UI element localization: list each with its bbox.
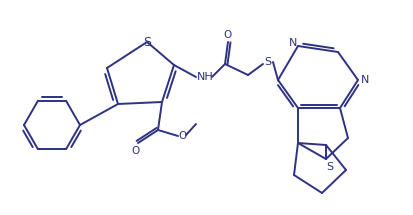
Text: S: S bbox=[325, 162, 333, 172]
Text: O: O bbox=[178, 131, 187, 141]
Text: N: N bbox=[288, 38, 297, 48]
Text: N: N bbox=[360, 75, 368, 85]
Text: O: O bbox=[223, 30, 232, 40]
Text: S: S bbox=[264, 57, 271, 67]
Text: NH: NH bbox=[196, 72, 213, 82]
Text: S: S bbox=[142, 35, 151, 49]
Text: O: O bbox=[132, 146, 140, 156]
